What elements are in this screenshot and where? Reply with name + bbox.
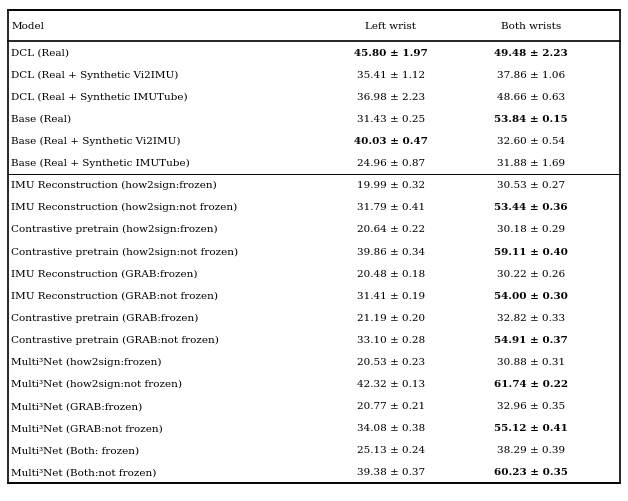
Text: 31.43 ± 0.25: 31.43 ± 0.25 [357, 115, 425, 124]
Text: 48.66 ± 0.63: 48.66 ± 0.63 [497, 93, 565, 102]
Text: Base (Real): Base (Real) [11, 115, 72, 124]
Text: IMU Reconstruction (how2sign:frozen): IMU Reconstruction (how2sign:frozen) [11, 181, 217, 190]
Text: DCL (Real + Synthetic Vi2IMU): DCL (Real + Synthetic Vi2IMU) [11, 71, 179, 80]
Text: 59.11 ± 0.40: 59.11 ± 0.40 [494, 247, 568, 256]
Text: 37.86 ± 1.06: 37.86 ± 1.06 [497, 71, 565, 80]
Text: Multi³Net (Both: frozen): Multi³Net (Both: frozen) [11, 445, 139, 454]
Text: 38.29 ± 0.39: 38.29 ± 0.39 [497, 445, 565, 454]
Text: 61.74 ± 0.22: 61.74 ± 0.22 [494, 379, 568, 388]
Text: 60.23 ± 0.35: 60.23 ± 0.35 [494, 467, 568, 476]
Text: Contrastive pretrain (GRAB:not frozen): Contrastive pretrain (GRAB:not frozen) [11, 335, 219, 344]
Text: Base (Real + Synthetic IMUTube): Base (Real + Synthetic IMUTube) [11, 159, 190, 168]
Text: 30.22 ± 0.26: 30.22 ± 0.26 [497, 269, 565, 278]
Text: Both wrists: Both wrists [501, 22, 561, 31]
Text: 20.77 ± 0.21: 20.77 ± 0.21 [357, 401, 425, 410]
Text: DCL (Real): DCL (Real) [11, 49, 69, 58]
Text: 19.99 ± 0.32: 19.99 ± 0.32 [357, 181, 425, 190]
Text: 21.19 ± 0.20: 21.19 ± 0.20 [357, 313, 425, 322]
Text: 31.88 ± 1.69: 31.88 ± 1.69 [497, 159, 565, 168]
Text: Multi³Net (GRAB:frozen): Multi³Net (GRAB:frozen) [11, 401, 143, 410]
Text: 49.48 ± 2.23: 49.48 ± 2.23 [494, 49, 568, 58]
Text: Multi³Net (how2sign:frozen): Multi³Net (how2sign:frozen) [11, 357, 162, 366]
Text: 24.96 ± 0.87: 24.96 ± 0.87 [357, 159, 425, 168]
Text: 39.38 ± 0.37: 39.38 ± 0.37 [357, 467, 425, 476]
Text: Multi³Net (GRAB:not frozen): Multi³Net (GRAB:not frozen) [11, 423, 163, 432]
Text: Multi³Net (how2sign:not frozen): Multi³Net (how2sign:not frozen) [11, 379, 182, 388]
Text: 40.03 ± 0.47: 40.03 ± 0.47 [354, 137, 428, 146]
Text: 31.79 ± 0.41: 31.79 ± 0.41 [357, 203, 425, 212]
Text: DCL (Real + Synthetic IMUTube): DCL (Real + Synthetic IMUTube) [11, 93, 188, 102]
Text: 30.53 ± 0.27: 30.53 ± 0.27 [497, 181, 565, 190]
Text: 39.86 ± 0.34: 39.86 ± 0.34 [357, 247, 425, 256]
Text: 53.44 ± 0.36: 53.44 ± 0.36 [494, 203, 568, 212]
Text: 45.80 ± 1.97: 45.80 ± 1.97 [354, 49, 428, 58]
Text: IMU Reconstruction (GRAB:frozen): IMU Reconstruction (GRAB:frozen) [11, 269, 198, 278]
Text: 33.10 ± 0.28: 33.10 ± 0.28 [357, 335, 425, 344]
Text: 34.08 ± 0.38: 34.08 ± 0.38 [357, 423, 425, 432]
Text: 35.41 ± 1.12: 35.41 ± 1.12 [357, 71, 425, 80]
Text: 53.84 ± 0.15: 53.84 ± 0.15 [494, 115, 568, 124]
Text: Multi³Net (Both:not frozen): Multi³Net (Both:not frozen) [11, 467, 156, 476]
Text: 54.91 ± 0.37: 54.91 ± 0.37 [494, 335, 568, 344]
Text: 55.12 ± 0.41: 55.12 ± 0.41 [494, 423, 568, 432]
Text: 42.32 ± 0.13: 42.32 ± 0.13 [357, 379, 425, 388]
Text: 32.82 ± 0.33: 32.82 ± 0.33 [497, 313, 565, 322]
Text: IMU Reconstruction (how2sign:not frozen): IMU Reconstruction (how2sign:not frozen) [11, 203, 237, 212]
Text: IMU Reconstruction (GRAB:not frozen): IMU Reconstruction (GRAB:not frozen) [11, 291, 219, 300]
Text: 32.60 ± 0.54: 32.60 ± 0.54 [497, 137, 565, 146]
Text: Left wrist: Left wrist [365, 22, 416, 31]
Text: Base (Real + Synthetic Vi2IMU): Base (Real + Synthetic Vi2IMU) [11, 137, 181, 146]
Text: 31.41 ± 0.19: 31.41 ± 0.19 [357, 291, 425, 300]
Text: Contrastive pretrain (how2sign:not frozen): Contrastive pretrain (how2sign:not froze… [11, 247, 239, 256]
Text: 36.98 ± 2.23: 36.98 ± 2.23 [357, 93, 425, 102]
Text: 20.64 ± 0.22: 20.64 ± 0.22 [357, 225, 425, 234]
Text: Contrastive pretrain (GRAB:frozen): Contrastive pretrain (GRAB:frozen) [11, 313, 198, 322]
Text: 54.00 ± 0.30: 54.00 ± 0.30 [494, 291, 568, 300]
Text: Model: Model [11, 22, 45, 31]
Text: 30.18 ± 0.29: 30.18 ± 0.29 [497, 225, 565, 234]
Text: 20.53 ± 0.23: 20.53 ± 0.23 [357, 357, 425, 366]
Text: 32.96 ± 0.35: 32.96 ± 0.35 [497, 401, 565, 410]
Text: 30.88 ± 0.31: 30.88 ± 0.31 [497, 357, 565, 366]
Text: 25.13 ± 0.24: 25.13 ± 0.24 [357, 445, 425, 454]
Text: 20.48 ± 0.18: 20.48 ± 0.18 [357, 269, 425, 278]
Text: Contrastive pretrain (how2sign:frozen): Contrastive pretrain (how2sign:frozen) [11, 225, 218, 234]
